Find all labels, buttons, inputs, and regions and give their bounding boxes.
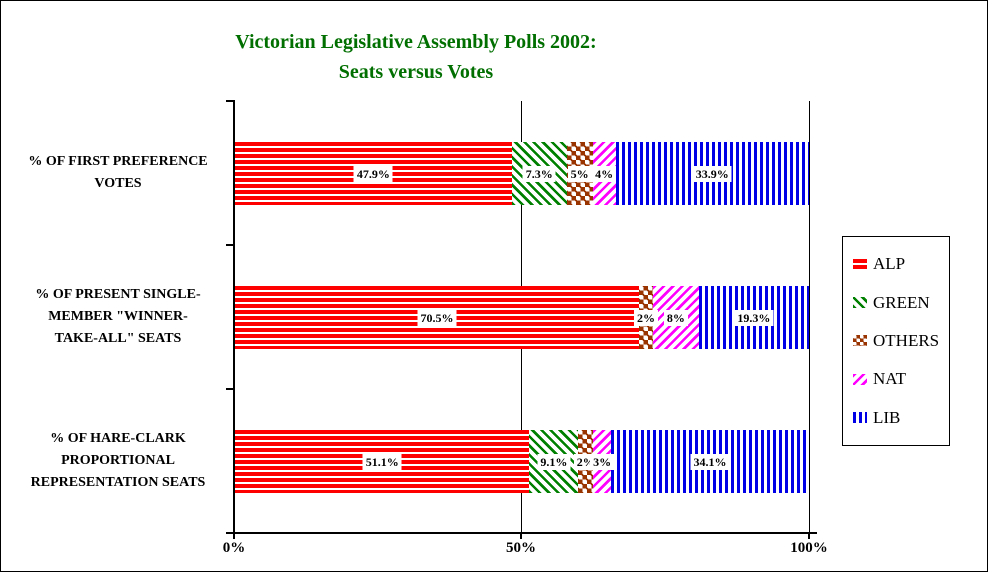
data-label-lib-0: 33.9% [692, 165, 732, 182]
data-label-alp-2: 51.1% [362, 453, 402, 470]
category-label-first-preference-votes: % OF FIRST PREFERENCE VOTES [28, 154, 208, 191]
bar-row-0: 47.9% 7.3% 5% 4% 33.9% [235, 142, 809, 205]
legend-label-lib: LIB [873, 407, 901, 427]
x-axis-tick [808, 532, 810, 539]
bar-row-2: 51.1% 9.1% 2% 3% 34.1% [235, 430, 809, 493]
legend-marker-others-icon [853, 335, 867, 347]
legend-marker-alp-icon [853, 258, 867, 270]
bar-row-1: 70.5% 2% 8% 19.3% [235, 286, 809, 349]
data-label-alp-1: 70.5% [417, 309, 457, 326]
x-axis [227, 532, 817, 534]
data-label-green-2: 9.1% [537, 453, 571, 470]
legend-item-lib: LIB [853, 408, 949, 428]
x-tick-label-100: 100% [790, 540, 828, 556]
data-label-green-0: 7.3% [522, 165, 556, 182]
legend-label-green: GREEN [873, 292, 930, 312]
y-axis-tick [226, 100, 234, 102]
data-label-others-0: 5% [567, 165, 592, 182]
category-label-single-member-seats: % OF PRESENT SINGLE- MEMBER "WINNER- TAK… [35, 287, 201, 346]
legend-label-alp: ALP [873, 254, 906, 274]
chart-title: Victorian Legislative Assembly Polls 200… [235, 31, 597, 83]
legend: ALP GREEN OTHERS NAT LIB [842, 236, 950, 446]
legend-item-green: GREEN [853, 293, 949, 313]
legend-marker-green-icon [853, 297, 867, 309]
data-label-others-1: 2% [633, 309, 658, 326]
x-axis-tick [233, 532, 235, 539]
gridline-100pct [809, 101, 810, 532]
y-axis [233, 100, 235, 534]
legend-label-others: OTHERS [873, 330, 940, 350]
data-label-nat-0: 4% [592, 165, 617, 182]
bars-layer: 47.9% 7.3% 5% 4% 33.9% 70.5% 2% 8% 19.3% 51.1% 9.1… [235, 101, 809, 533]
legend-item-others: OTHERS [853, 331, 949, 351]
data-label-alp-0: 47.9% [353, 165, 393, 182]
legend-marker-lib-icon [853, 412, 867, 424]
data-label-nat-1: 8% [663, 309, 688, 326]
y-axis-tick [226, 388, 234, 390]
x-tick-label-50: 50% [506, 540, 536, 556]
y-axis-tick [226, 244, 234, 246]
x-axis-tick [520, 532, 522, 539]
data-label-nat-2: 3% [590, 453, 615, 470]
category-label-hare-clark-seats: % OF HARE-CLARK PROPORTIONAL REPRESENTAT… [30, 431, 206, 490]
legend-marker-nat-icon [853, 373, 867, 385]
data-label-lib-1: 19.3% [734, 309, 774, 326]
legend-label-nat: NAT [873, 369, 907, 389]
x-tick-label-0: 0% [222, 540, 246, 556]
data-label-lib-2: 34.1% [690, 453, 730, 470]
legend-item-alp: ALP [853, 254, 949, 274]
legend-item-nat: NAT [853, 369, 949, 389]
